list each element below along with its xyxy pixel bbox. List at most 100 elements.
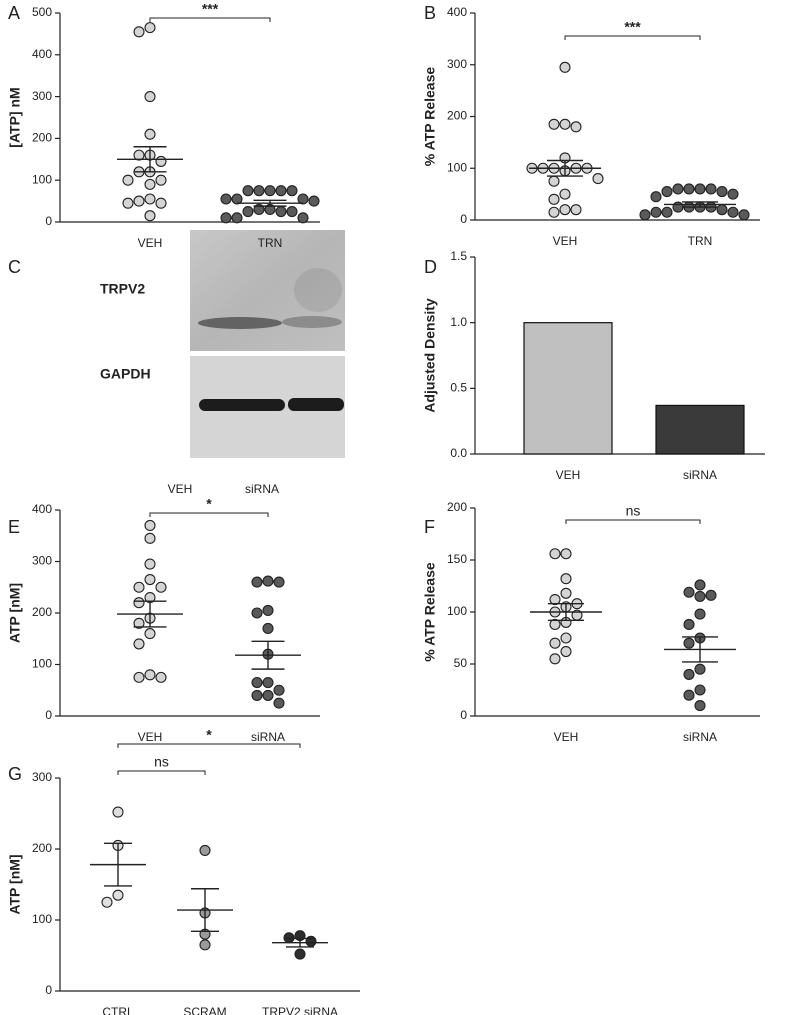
data-point	[286, 206, 298, 218]
data-point	[694, 700, 706, 712]
data-point	[549, 593, 561, 606]
data-point	[672, 183, 684, 195]
data-point	[144, 628, 156, 640]
y-tick-label: 400	[32, 47, 52, 61]
data-point	[112, 889, 124, 901]
data-point	[122, 197, 134, 209]
data-point	[155, 581, 167, 593]
blot-lane-label: siRNA	[245, 482, 279, 496]
x-tick-label: SCRAM	[183, 1005, 226, 1015]
data-point	[133, 26, 145, 38]
data-point	[560, 587, 572, 599]
blot-lane-label: VEH	[168, 482, 193, 496]
data-point	[716, 204, 728, 216]
blot-membrane	[190, 230, 345, 351]
blot-band	[282, 316, 342, 328]
y-tick-label: 200	[32, 841, 52, 855]
data-point	[297, 193, 309, 205]
data-point	[560, 632, 572, 644]
data-point	[133, 581, 145, 593]
y-tick-label: 200	[32, 605, 52, 619]
significance-bracket	[565, 519, 701, 524]
data-point	[705, 589, 717, 601]
data-point	[155, 174, 167, 186]
x-tick-label: TRPV2 siRNA	[262, 1005, 338, 1015]
data-point	[549, 637, 561, 649]
data-point	[559, 61, 571, 73]
x-tick-label: VEH	[138, 236, 163, 250]
blot-shade	[190, 230, 345, 351]
panel-letter: C	[8, 257, 21, 277]
x-tick-label: CTRL	[102, 1005, 134, 1015]
x-tick-label: VEH	[556, 468, 581, 482]
data-point	[683, 668, 695, 680]
y-tick-label: 200	[447, 109, 467, 123]
data-point	[273, 576, 285, 588]
data-point	[133, 149, 145, 161]
data-point	[133, 597, 145, 609]
y-tick-label: 400	[447, 5, 467, 19]
data-point	[144, 519, 156, 532]
y-tick-label: 100	[447, 160, 467, 174]
data-point	[144, 210, 156, 222]
blot-row-label: TRPV2	[100, 281, 145, 297]
panel-letter: B	[424, 3, 436, 23]
data-point	[694, 183, 706, 195]
data-point	[650, 206, 662, 218]
significance-label: ns	[626, 503, 641, 519]
data-point	[661, 185, 673, 198]
data-point	[560, 548, 572, 560]
significance-bracket	[149, 512, 269, 517]
data-point	[694, 590, 706, 602]
data-point	[639, 209, 651, 221]
data-point	[559, 188, 571, 200]
y-tick-label: 0.5	[450, 381, 467, 395]
y-tick-label: 0	[45, 214, 52, 228]
blot-smear	[294, 268, 342, 312]
data-point	[231, 212, 243, 224]
y-tick-label: 500	[32, 5, 52, 19]
data-point	[144, 178, 156, 190]
data-point	[122, 174, 134, 186]
data-point	[112, 806, 124, 818]
bar	[523, 322, 613, 455]
data-point	[559, 118, 571, 130]
data-point	[101, 896, 113, 908]
data-point	[694, 684, 706, 696]
significance-bracket	[117, 770, 206, 775]
data-point	[548, 193, 560, 205]
y-tick-label: 0	[460, 708, 467, 722]
data-point	[264, 185, 276, 197]
data-point	[144, 558, 156, 570]
blot-band	[199, 399, 285, 411]
data-point	[251, 607, 263, 619]
data-point	[262, 676, 274, 689]
data-point	[294, 948, 306, 960]
y-tick-label: 300	[447, 57, 467, 71]
data-point	[262, 689, 274, 701]
data-point	[683, 637, 695, 649]
x-tick-label: TRN	[688, 234, 713, 248]
data-point	[144, 532, 156, 544]
data-point	[251, 689, 263, 701]
data-point	[286, 185, 298, 197]
data-point	[251, 576, 263, 588]
blot-row-label: GAPDH	[100, 366, 151, 382]
data-point	[144, 22, 156, 34]
y-axis-label: % ATP Release	[422, 67, 438, 167]
significance-label: ***	[624, 19, 641, 35]
data-point	[716, 185, 728, 198]
data-point	[727, 206, 739, 218]
y-tick-label: 100	[32, 657, 52, 671]
bar	[655, 404, 745, 455]
data-point	[155, 197, 167, 209]
data-point	[251, 676, 263, 689]
data-point	[133, 195, 145, 207]
panel-letter: D	[424, 257, 437, 277]
data-point	[694, 608, 706, 620]
data-point	[275, 206, 287, 218]
data-point	[570, 204, 582, 216]
y-axis-label: ATP [nM]	[7, 583, 23, 643]
data-point	[133, 617, 145, 629]
